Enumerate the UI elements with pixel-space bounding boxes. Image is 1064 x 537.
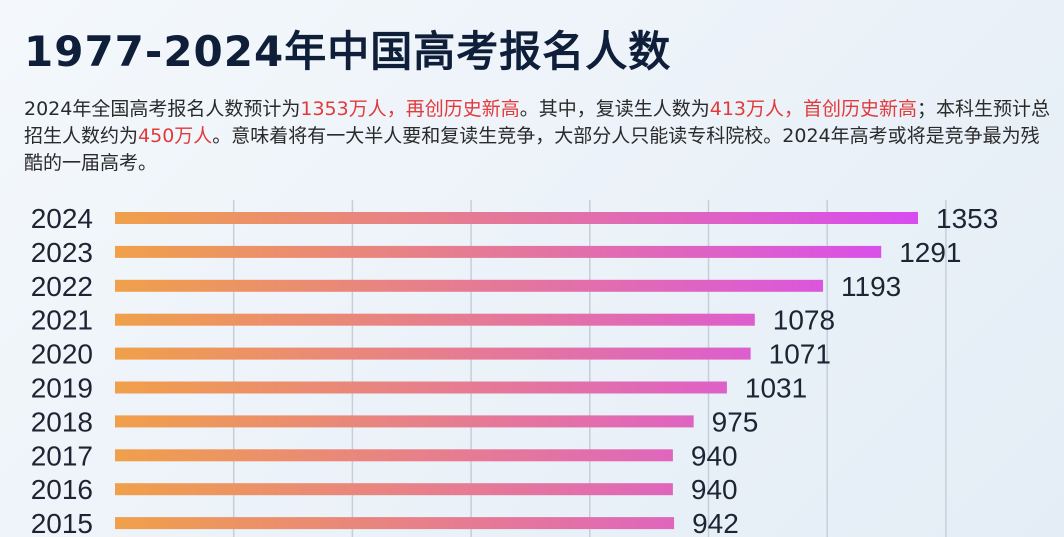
- desc-highlight: 1353万人，再创历史新高: [300, 98, 520, 120]
- value-label: 1071: [769, 339, 831, 370]
- value-label: 1031: [745, 373, 807, 404]
- chart-title: 1977-2024年中国高考报名人数: [24, 27, 672, 76]
- value-label: 940: [691, 440, 738, 471]
- bar: [115, 212, 919, 224]
- bar: [115, 245, 882, 258]
- desc-part: 。其中，复读生人数为: [519, 98, 710, 120]
- value-label: 942: [692, 508, 739, 537]
- year-label: 2023: [31, 237, 93, 268]
- year-label: 2021: [31, 305, 93, 336]
- bar: [115, 483, 673, 496]
- desc-part: 。意味着将有一大半人要和复读生竞争，大部分人只能读专科院校。2024年高考或将是…: [24, 125, 1040, 174]
- bar: [115, 347, 751, 360]
- bar: [115, 313, 755, 326]
- year-label: 2020: [31, 339, 93, 370]
- year-label: 2015: [31, 508, 93, 537]
- year-label: 2016: [31, 474, 93, 505]
- value-label: 1078: [773, 305, 835, 336]
- year-label: 2017: [31, 440, 93, 471]
- year-label: 2022: [31, 271, 93, 302]
- bar: [115, 415, 694, 428]
- bar: [115, 517, 675, 530]
- value-label: 940: [691, 474, 738, 505]
- desc-part: 2024年全国高考报名人数预计为: [24, 98, 301, 120]
- bar: [115, 449, 673, 462]
- value-label: 1353: [936, 203, 998, 234]
- value-label: 1193: [841, 271, 901, 302]
- bar: [115, 381, 727, 394]
- year-label: 2019: [31, 373, 93, 404]
- year-label: 2024: [31, 203, 93, 234]
- year-label: 2018: [31, 406, 93, 437]
- value-label: 975: [712, 406, 759, 437]
- desc-highlight: 450万人: [138, 125, 213, 147]
- desc-part: ；本科生预计总招生人数约为: [24, 98, 1051, 147]
- bar: [115, 279, 824, 292]
- value-label: 1291: [899, 237, 961, 268]
- chart-description: 2024年全国高考报名人数预计为1353万人，再创历史新高。其中，复读生人数为4…: [24, 96, 1054, 177]
- desc-highlight: 413万人，首创历史新高: [709, 98, 918, 120]
